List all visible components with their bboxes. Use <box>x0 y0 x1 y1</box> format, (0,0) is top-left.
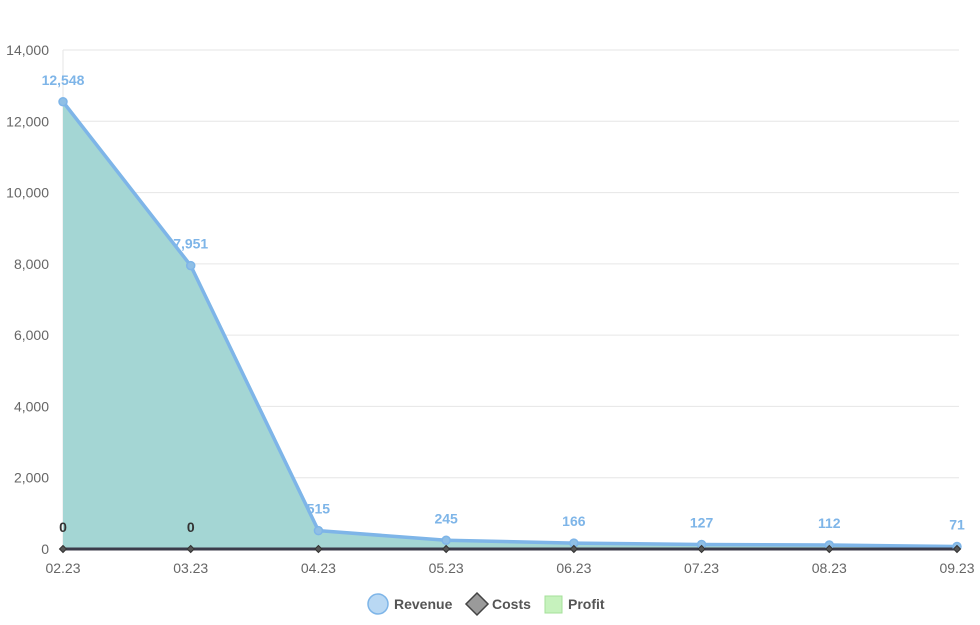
costs-point <box>58 544 68 554</box>
revenue-data-label: 166 <box>562 513 586 529</box>
costs-point <box>314 544 323 554</box>
x-tick-label: 08.23 <box>812 560 847 576</box>
x-tick-label: 05.23 <box>429 560 464 576</box>
costs-data-label: 0 <box>187 519 195 535</box>
x-tick-label: 07.23 <box>684 560 719 576</box>
legend-revenue-label: Revenue <box>394 596 453 612</box>
legend-profit-marker <box>544 595 563 614</box>
data-labels: 12,548 7,951 515 245 166 127 112 71 0 0 <box>42 72 965 535</box>
profit-area-fill <box>63 101 957 550</box>
costs-point <box>186 544 195 554</box>
x-tick-label: 06.23 <box>556 560 591 576</box>
revenue-data-label: 127 <box>690 514 714 530</box>
legend: Revenue Costs Profit <box>367 591 605 617</box>
profit-area <box>63 101 957 550</box>
revenue-point <box>441 535 451 546</box>
revenue-data-label: 515 <box>307 501 331 517</box>
revenue-point <box>58 97 68 107</box>
y-tick-label: 8,000 <box>14 256 49 272</box>
legend-profit-label: Profit <box>568 596 605 612</box>
x-tick-label: 02.23 <box>45 560 80 576</box>
revenue-point <box>313 525 324 536</box>
revenue-point <box>185 260 196 271</box>
costs-point <box>569 544 579 554</box>
y-tick-label: 12,000 <box>6 113 49 129</box>
costs-data-label: 0 <box>59 519 67 535</box>
revenue-data-label: 7,951 <box>173 236 208 252</box>
y-tick-label: 14,000 <box>6 42 49 58</box>
y-tick-label: 2,000 <box>14 470 49 486</box>
legend-revenue-marker <box>367 593 389 615</box>
revenue-data-label: 12,548 <box>42 72 85 88</box>
legend-costs-marker <box>464 591 490 617</box>
costs-point <box>952 544 962 554</box>
costs-point <box>441 544 451 554</box>
y-tick-label: 6,000 <box>14 327 49 343</box>
y-tick-label: 4,000 <box>14 398 49 414</box>
x-tick-label: 09.23 <box>939 560 974 576</box>
revenue-data-label: 112 <box>818 515 841 531</box>
x-tick-label: 04.23 <box>301 560 336 576</box>
x-axis-ticks: 02.23 03.23 04.23 05.23 06.23 07.23 08.23 09.23 <box>45 560 974 576</box>
y-tick-label: 10,000 <box>6 185 49 201</box>
costs-point <box>825 544 834 554</box>
y-tick-label: 0 <box>41 541 49 557</box>
revenue-line <box>61 100 958 549</box>
series-points <box>58 97 962 554</box>
revenue-data-label: 245 <box>434 510 458 526</box>
y-axis-ticks: 0 2,000 4,000 6,000 8,000 10,000 12,000 14,000 <box>6 42 49 557</box>
series-lines <box>61 100 958 551</box>
x-tick-label: 03.23 <box>173 560 208 576</box>
costs-point <box>697 544 706 554</box>
legend-costs-label: Costs <box>492 596 531 612</box>
revenue-data-label: 71 <box>949 516 965 532</box>
